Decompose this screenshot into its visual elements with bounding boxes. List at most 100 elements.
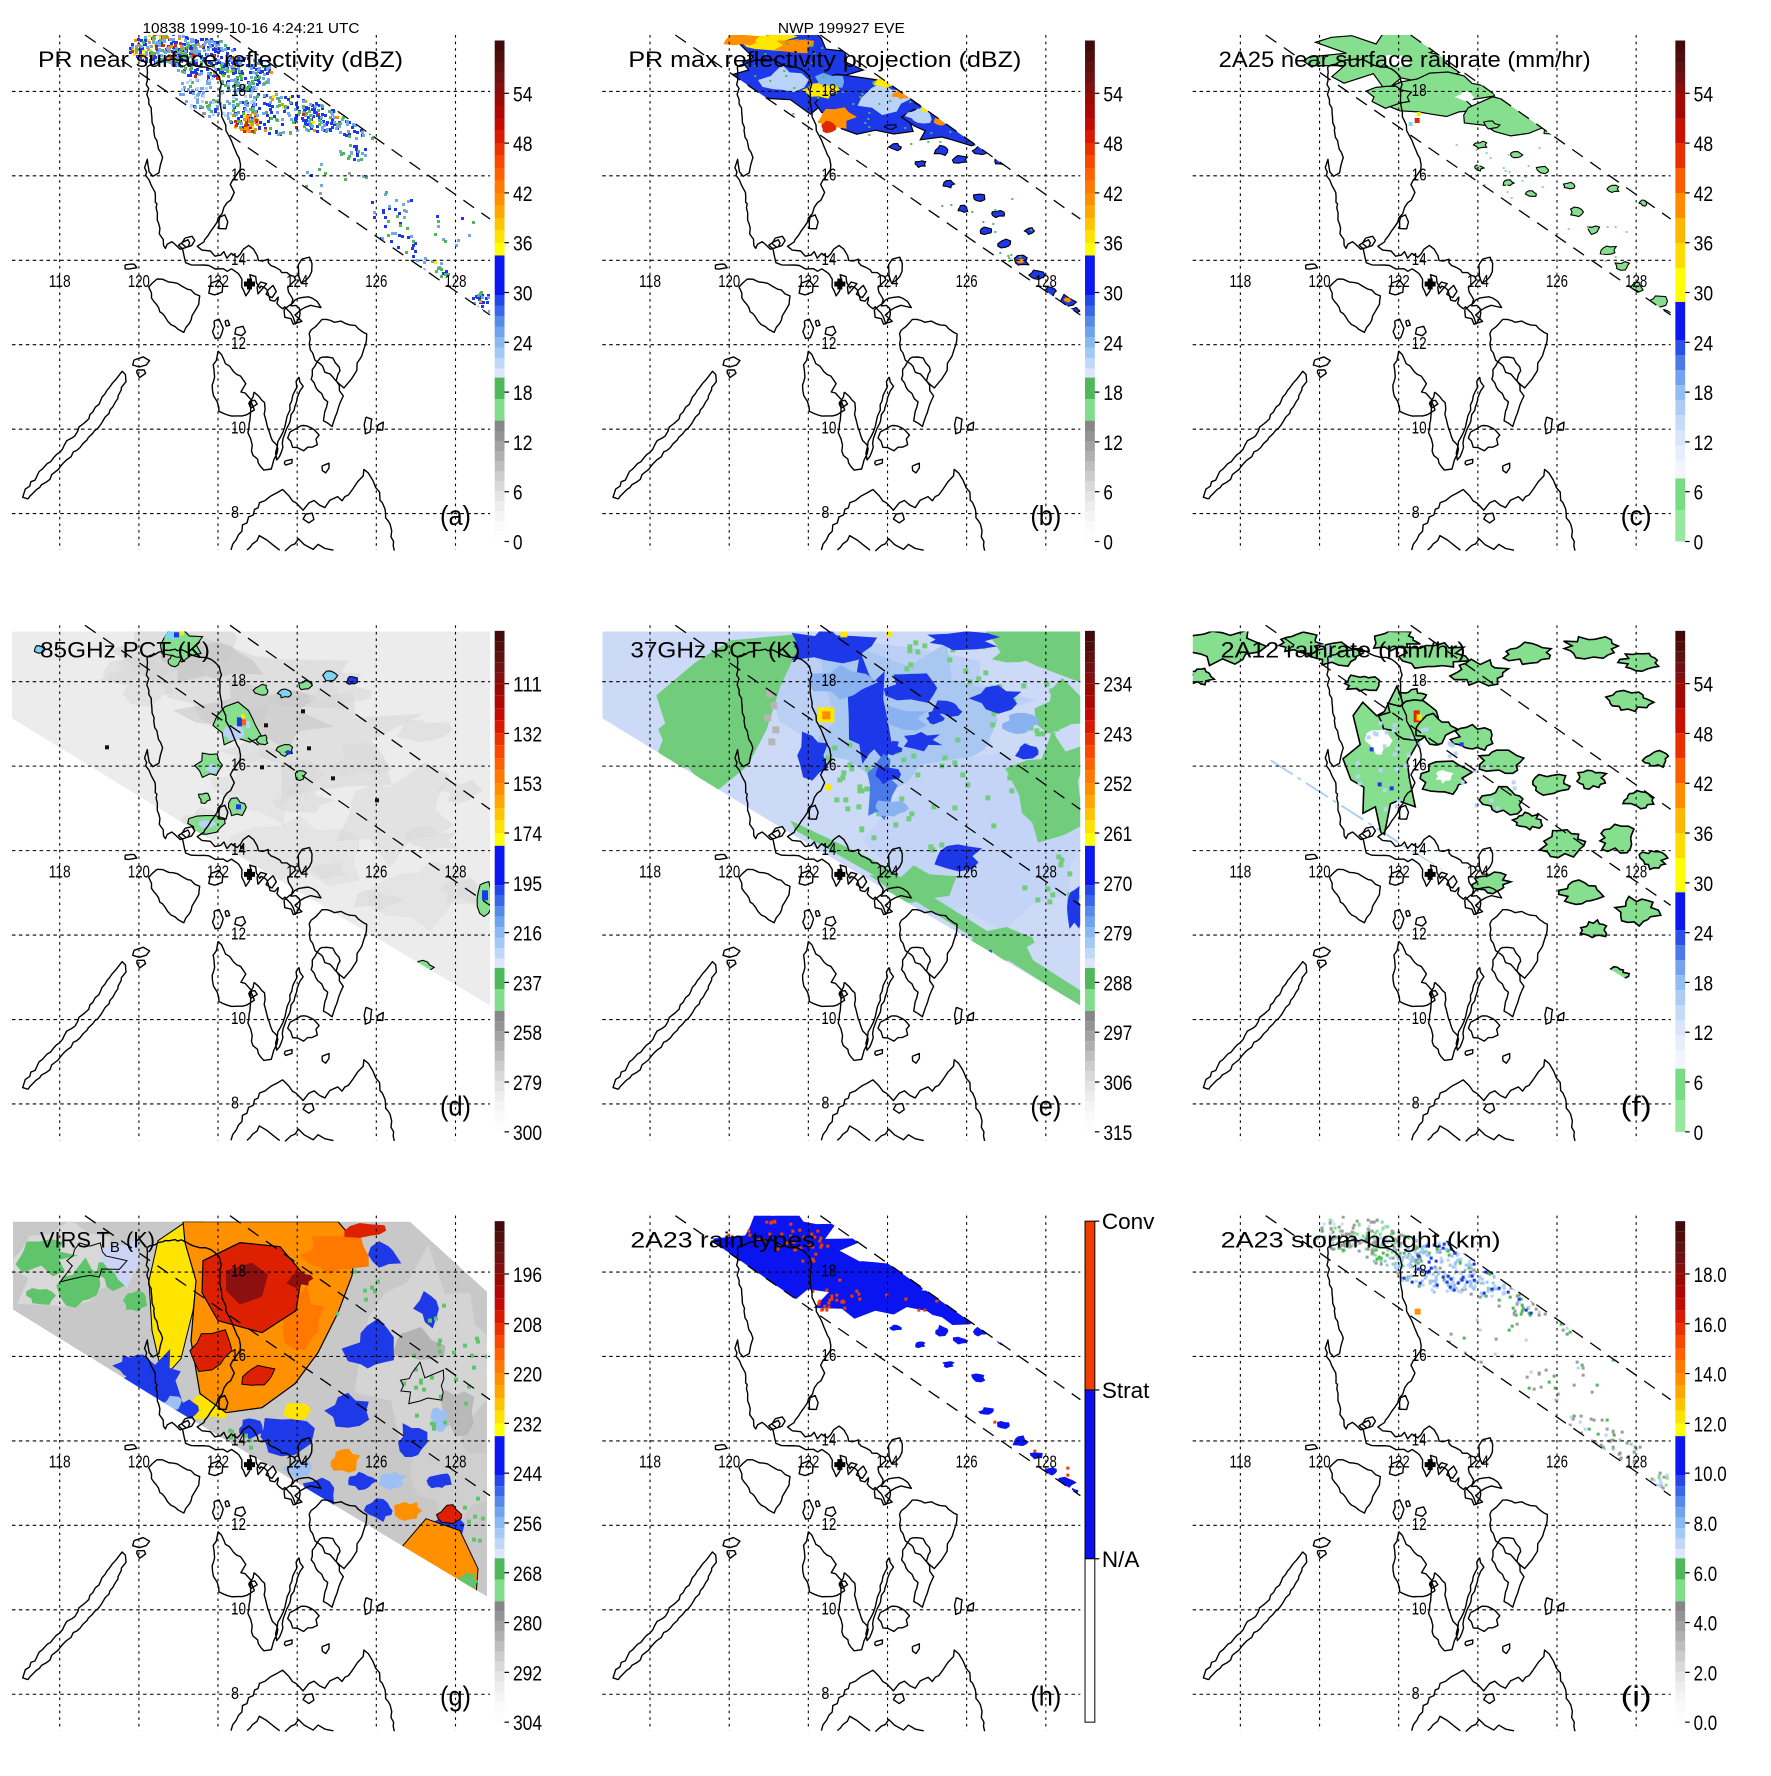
svg-text:195: 195: [513, 872, 542, 896]
svg-text:244: 244: [513, 1462, 542, 1486]
svg-text:208: 208: [513, 1313, 542, 1337]
svg-text:24: 24: [513, 331, 533, 355]
svg-text:279: 279: [1103, 922, 1132, 946]
svg-text:36: 36: [1694, 822, 1714, 846]
svg-text:30: 30: [1103, 282, 1123, 306]
svg-text:6.0: 6.0: [1694, 1562, 1718, 1586]
svg-text:18: 18: [1694, 381, 1714, 405]
svg-text:6: 6: [1103, 481, 1113, 505]
svg-text:36: 36: [513, 232, 533, 256]
svg-text:48: 48: [513, 132, 533, 156]
svg-text:30: 30: [1694, 872, 1714, 896]
svg-text:(e): (e): [1030, 1090, 1061, 1121]
svg-text:297: 297: [1103, 1021, 1132, 1045]
svg-text:42: 42: [513, 182, 533, 206]
svg-text:30: 30: [1694, 282, 1714, 306]
svg-text:54: 54: [513, 82, 533, 106]
svg-text:111: 111: [513, 673, 542, 697]
svg-text:315: 315: [1103, 1121, 1132, 1145]
svg-text:(g): (g): [440, 1681, 471, 1712]
svg-text:42: 42: [1694, 182, 1714, 206]
svg-text:(a): (a): [440, 500, 471, 531]
svg-text:24: 24: [1694, 331, 1714, 355]
svg-text:24: 24: [1103, 331, 1123, 355]
svg-text:37GHz PCT (K): 37GHz PCT (K): [630, 637, 800, 662]
svg-text:2.0: 2.0: [1694, 1661, 1718, 1685]
svg-text:36: 36: [1103, 232, 1123, 256]
svg-text:216: 216: [513, 922, 542, 946]
svg-text:237: 237: [513, 971, 542, 995]
svg-text:54: 54: [1694, 82, 1714, 106]
svg-text:12: 12: [1103, 431, 1123, 455]
svg-text:24: 24: [1694, 922, 1714, 946]
svg-text:300: 300: [513, 1121, 542, 1145]
svg-text:232: 232: [513, 1412, 542, 1436]
svg-text:30: 30: [513, 282, 533, 306]
svg-text:10838 1999-10-16 4:24:21 UTC: 10838 1999-10-16 4:24:21 UTC: [143, 21, 360, 37]
svg-text:304: 304: [513, 1711, 542, 1735]
svg-text:2A12 rainrate (mm/hr): 2A12 rainrate (mm/hr): [1221, 637, 1466, 662]
svg-text:2A23 rain types: 2A23 rain types: [630, 1228, 815, 1253]
svg-text:243: 243: [1103, 722, 1132, 746]
svg-text:(b): (b): [1030, 500, 1061, 531]
svg-text:Strat: Strat: [1102, 1378, 1150, 1403]
svg-text:258: 258: [513, 1021, 542, 1045]
svg-text:(d): (d): [440, 1090, 471, 1121]
svg-text:6: 6: [513, 481, 523, 505]
svg-text:48: 48: [1694, 722, 1714, 746]
svg-text:85GHz PCT (K): 85GHz PCT (K): [40, 637, 210, 662]
svg-text:NWP 199927 EVE: NWP 199927 EVE: [778, 21, 905, 37]
svg-text:VIRS TB (K): VIRS TB (K): [40, 1228, 155, 1257]
svg-text:PR max reflectivity projection: PR max reflectivity projection (dBZ): [628, 47, 1021, 72]
svg-text:153: 153: [513, 772, 542, 796]
svg-text:0: 0: [1694, 531, 1704, 555]
svg-text:12: 12: [513, 431, 533, 455]
svg-text:16.0: 16.0: [1694, 1313, 1727, 1337]
svg-text:0: 0: [513, 531, 523, 555]
svg-text:252: 252: [1103, 772, 1132, 796]
svg-text:12.0: 12.0: [1694, 1412, 1727, 1436]
svg-text:48: 48: [1103, 132, 1123, 156]
svg-text:288: 288: [1103, 971, 1132, 995]
svg-text:(i): (i): [1621, 1681, 1652, 1712]
svg-text:N/A: N/A: [1102, 1547, 1140, 1572]
svg-text:279: 279: [513, 1071, 542, 1095]
svg-text:220: 220: [513, 1363, 542, 1387]
svg-text:306: 306: [1103, 1071, 1132, 1095]
svg-text:18: 18: [513, 381, 533, 405]
svg-text:18: 18: [1694, 971, 1714, 995]
svg-text:(c): (c): [1621, 500, 1652, 531]
svg-text:256: 256: [513, 1512, 542, 1536]
svg-text:Conv: Conv: [1102, 1209, 1155, 1234]
svg-text:18.0: 18.0: [1694, 1263, 1727, 1287]
svg-text:270: 270: [1103, 872, 1132, 896]
svg-text:234: 234: [1103, 673, 1132, 697]
svg-text:54: 54: [1103, 82, 1123, 106]
svg-text:6: 6: [1694, 481, 1704, 505]
svg-text:18: 18: [1103, 381, 1123, 405]
svg-text:6: 6: [1694, 1071, 1704, 1095]
svg-text:261: 261: [1103, 822, 1132, 846]
svg-text:174: 174: [513, 822, 542, 846]
svg-text:42: 42: [1694, 772, 1714, 796]
svg-text:42: 42: [1103, 182, 1123, 206]
svg-text:54: 54: [1694, 673, 1714, 697]
svg-text:0: 0: [1103, 531, 1113, 555]
svg-text:(h): (h): [1030, 1681, 1061, 1712]
svg-text:4.0: 4.0: [1694, 1612, 1718, 1636]
svg-text:10.0: 10.0: [1694, 1462, 1727, 1486]
svg-text:0.0: 0.0: [1694, 1711, 1718, 1735]
svg-text:280: 280: [513, 1612, 542, 1636]
svg-text:292: 292: [513, 1661, 542, 1685]
svg-text:2A23 storm height (km): 2A23 storm height (km): [1221, 1228, 1501, 1253]
svg-text:(f): (f): [1621, 1090, 1652, 1121]
svg-text:14.0: 14.0: [1694, 1363, 1727, 1387]
svg-text:2A25 near surface rainrate (mm: 2A25 near surface rainrate (mm/hr): [1219, 47, 1591, 72]
svg-text:196: 196: [513, 1263, 542, 1287]
svg-text:PR near surface reflectivity (: PR near surface reflectivity (dBZ): [38, 47, 403, 72]
svg-text:132: 132: [513, 722, 542, 746]
svg-text:12: 12: [1694, 431, 1714, 455]
svg-text:8.0: 8.0: [1694, 1512, 1718, 1536]
svg-text:0: 0: [1694, 1121, 1704, 1145]
svg-text:36: 36: [1694, 232, 1714, 256]
